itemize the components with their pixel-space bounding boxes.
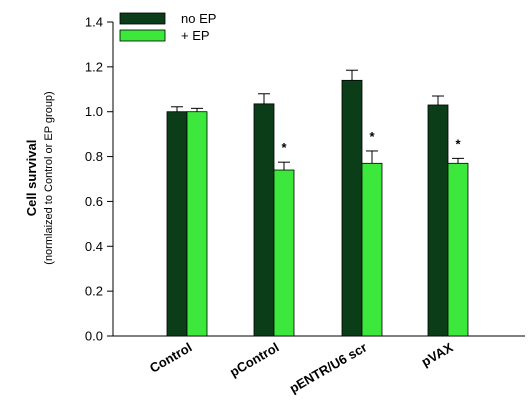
- bar: [166, 111, 188, 337]
- y-tick-label: 0.6: [85, 194, 103, 209]
- legend: no EP + EP: [119, 11, 216, 43]
- y-tick-label: 0.0: [85, 329, 103, 344]
- bars: Control pControl pENTR/U6 scr pVAX * * *: [147, 69, 469, 396]
- y-tick-label: 1.0: [85, 104, 103, 119]
- bar: [447, 162, 469, 337]
- legend-swatch: [119, 12, 166, 25]
- bar: [341, 79, 363, 337]
- bar: [427, 104, 449, 337]
- y-axis-sublabel: (normlaized to Control or EP group): [43, 91, 55, 264]
- y-tick-label: 0.4: [85, 239, 103, 254]
- x-tick-label: pVAX: [419, 339, 456, 369]
- y-tick-label: 1.4: [85, 15, 103, 30]
- y-tick-label: 1.2: [85, 59, 103, 74]
- legend-label: no EP: [181, 11, 216, 26]
- legend-swatch: [119, 29, 166, 42]
- legend-label: + EP: [181, 28, 210, 43]
- bar: [253, 103, 275, 337]
- x-tick-label: pControl: [227, 340, 281, 380]
- significance-marker: *: [281, 140, 287, 155]
- significance-marker: *: [369, 129, 375, 144]
- x-tick-label: pENTR/U6 scr: [287, 340, 370, 396]
- bar: [361, 162, 383, 337]
- y-axis-label: Cell survival: [24, 140, 39, 217]
- bar: [186, 111, 208, 337]
- y-tick-label: 0.8: [85, 149, 103, 164]
- x-tick-label: Control: [147, 340, 195, 376]
- significance-marker: *: [455, 136, 461, 151]
- y-axis-title: Cell survival (normlaized to Control or …: [24, 91, 55, 264]
- y-tick-label: 0.2: [85, 284, 103, 299]
- bar: [273, 169, 295, 337]
